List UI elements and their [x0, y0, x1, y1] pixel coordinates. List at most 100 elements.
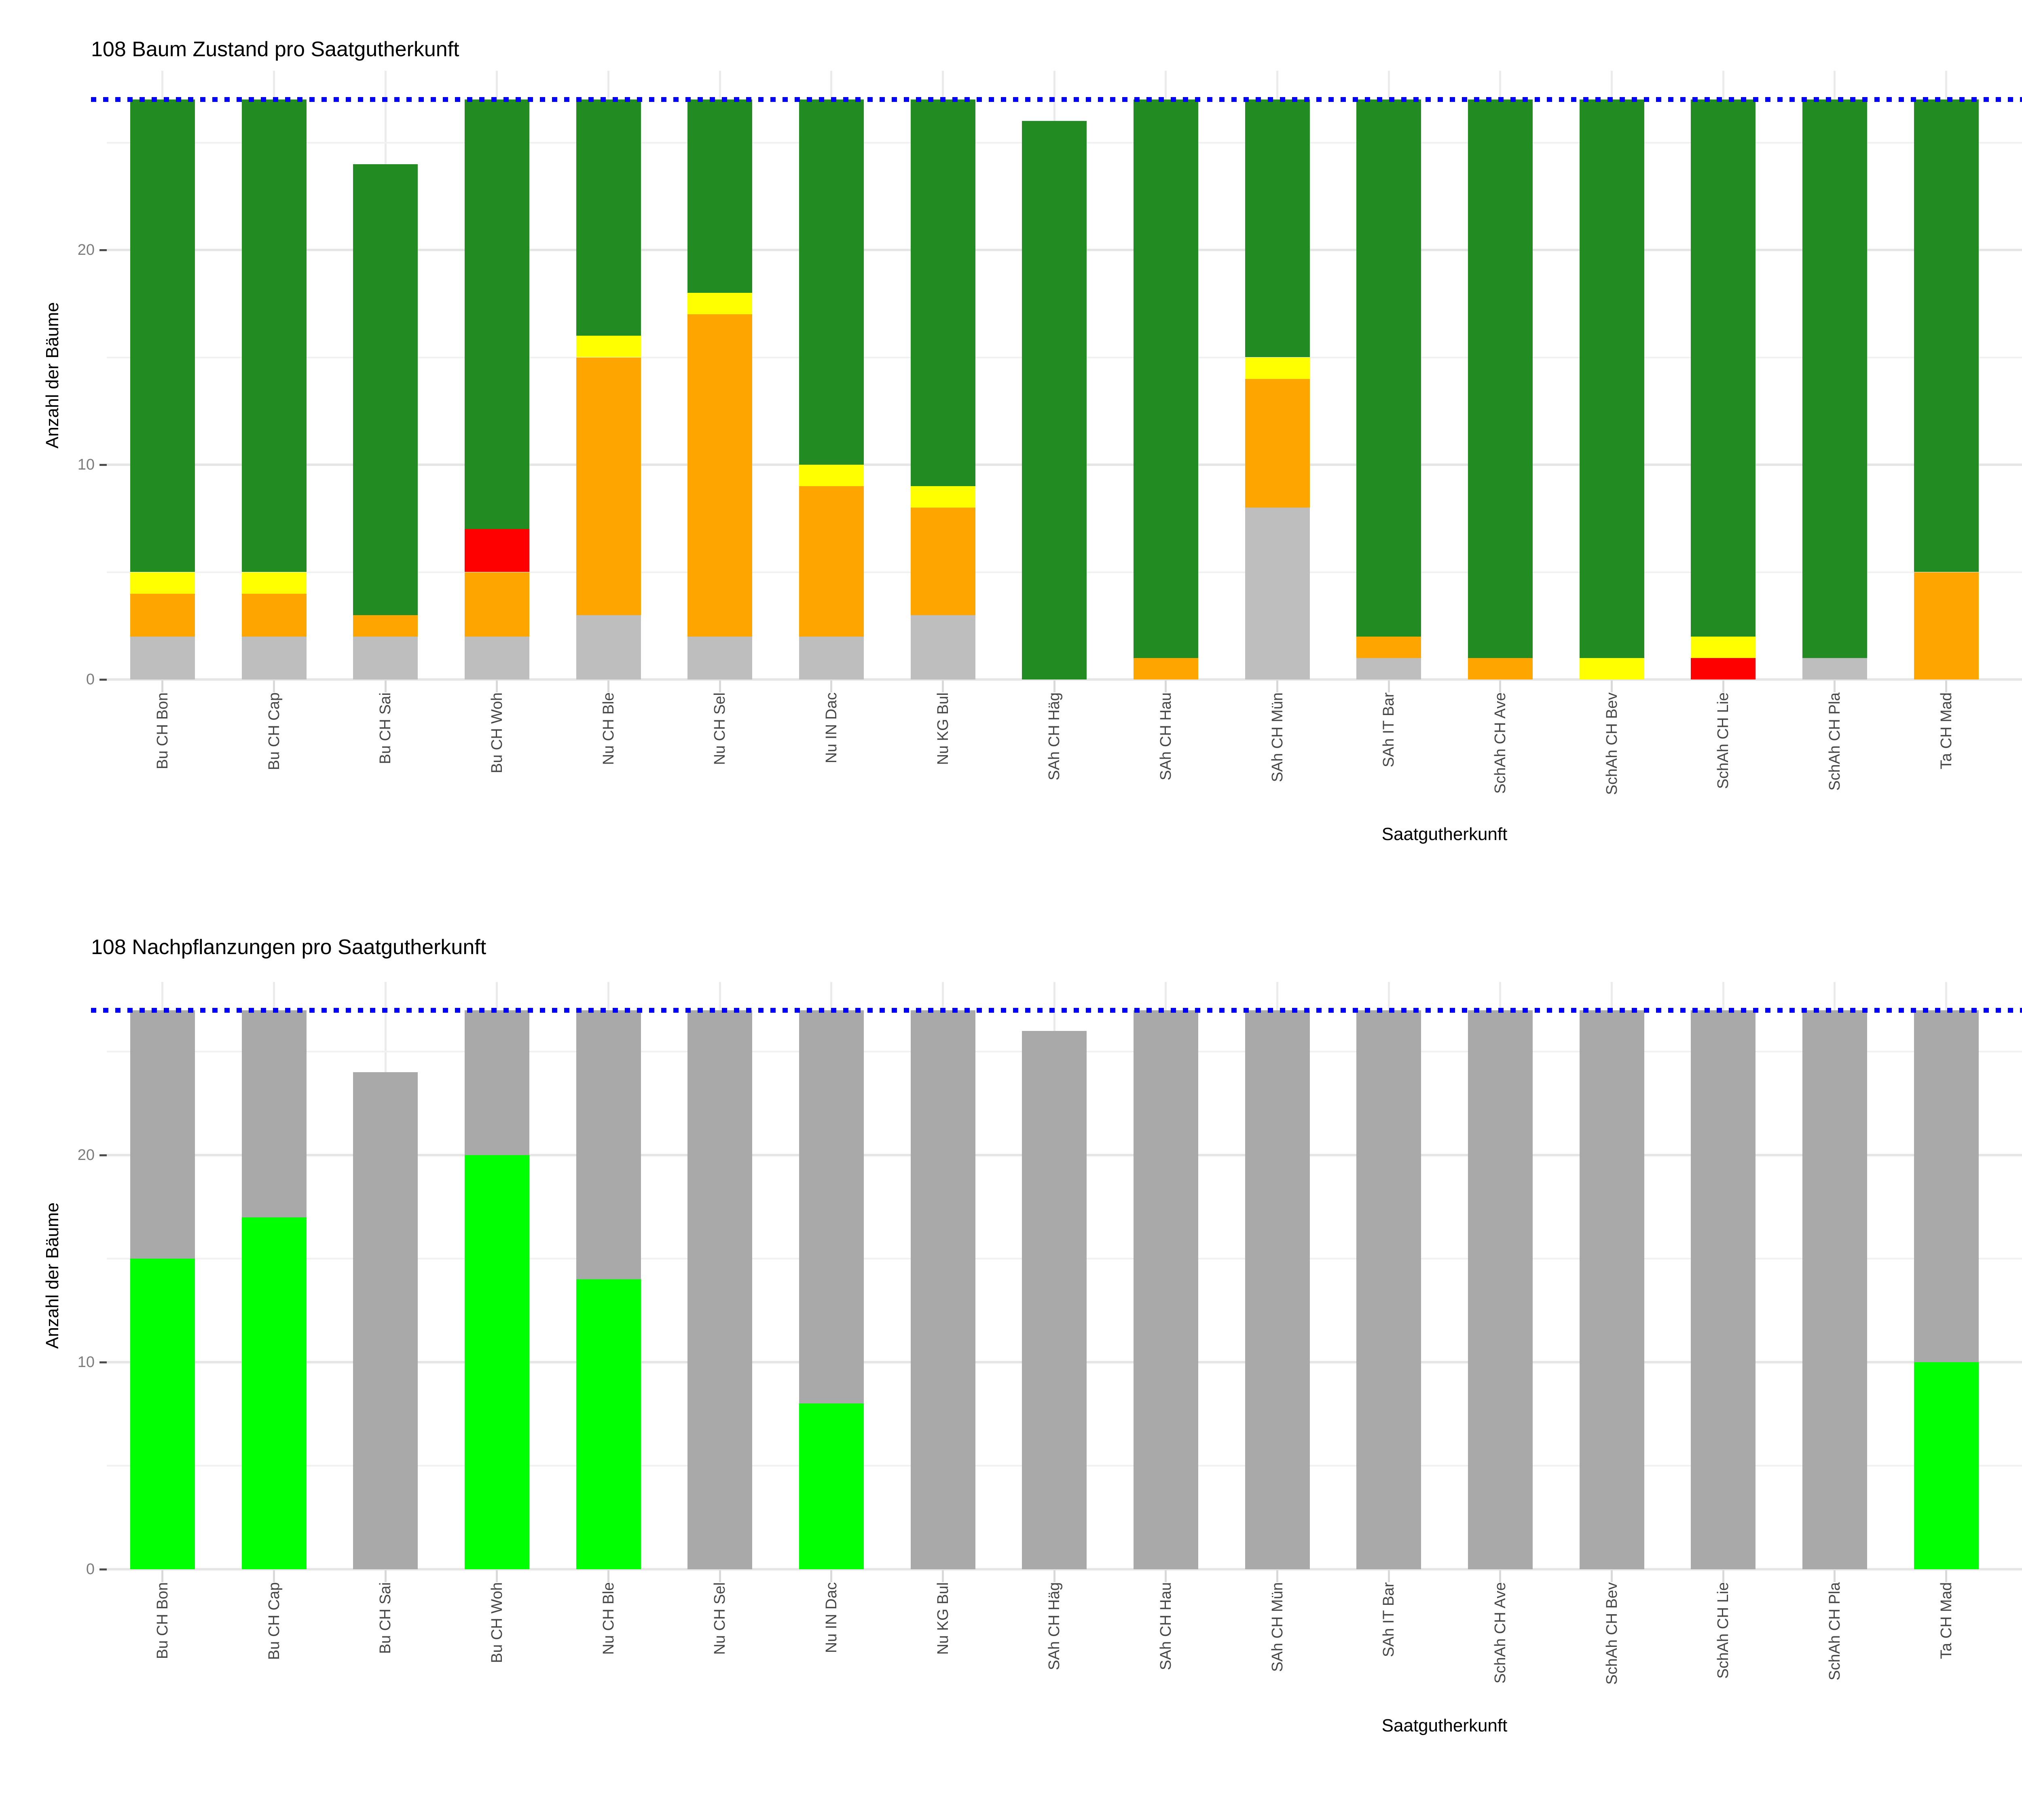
- bar-segment: [1802, 658, 1867, 679]
- x-category-label: Nu CH Ble: [600, 1582, 617, 1655]
- y-tick-label: 20: [77, 1147, 95, 1164]
- bar-segment: [576, 99, 641, 336]
- bar-segment: [576, 1010, 641, 1280]
- x-axis-tick: [496, 1570, 498, 1582]
- x-axis-tick: [496, 680, 498, 692]
- y-axis-tick: [99, 463, 107, 466]
- x-axis-tick: [384, 1570, 387, 1582]
- x-category-label: Bu CH Cap: [265, 1582, 283, 1660]
- bar-segment: [1691, 1010, 1756, 1569]
- bar-segment: [464, 636, 529, 679]
- x-axis-tick: [1945, 680, 1947, 692]
- bar-segment: [1245, 99, 1310, 358]
- x-category-label: SchAh CH Ave: [1491, 1582, 1509, 1684]
- bar-segment: [1802, 1010, 1867, 1569]
- x-axis-tick: [719, 680, 721, 692]
- bar-segment: [1356, 99, 1421, 637]
- bar-segment: [241, 572, 307, 594]
- bar-segment: [353, 615, 418, 637]
- x-axis-tick: [1722, 680, 1724, 692]
- chart-title: 108 Baum Zustand pro Saatgutherkunft: [91, 38, 459, 61]
- bar-segment: [576, 615, 641, 679]
- x-axis-tick: [1611, 680, 1613, 692]
- bar-segment: [353, 1072, 418, 1569]
- x-axis-tick: [273, 1570, 275, 1582]
- bar-segment: [1691, 99, 1756, 637]
- x-axis-tick: [1499, 680, 1502, 692]
- bar-segment: [910, 615, 975, 679]
- x-category-label: Nu KG Bul: [934, 1582, 952, 1655]
- x-axis-tick: [830, 680, 833, 692]
- bar-segment: [353, 164, 418, 615]
- bar-segment: [464, 1155, 529, 1569]
- bar-segment: [1914, 572, 1979, 679]
- x-axis-tick: [1053, 1570, 1055, 1582]
- bar-segment: [799, 1403, 864, 1569]
- bar-segment: [910, 1010, 975, 1569]
- bar-segment: [799, 99, 864, 465]
- y-axis-tick: [99, 678, 107, 681]
- bar-segment: [576, 336, 641, 358]
- x-category-label: Bu CH Sai: [377, 1582, 394, 1654]
- x-category-label: Nu IN Dac: [823, 1582, 840, 1653]
- bar-segment: [353, 636, 418, 679]
- x-axis-tick: [830, 1570, 833, 1582]
- x-category-label: Nu CH Sel: [711, 1582, 729, 1655]
- bar-segment: [241, 593, 307, 637]
- x-category-label: SchAh CH Bev: [1603, 1582, 1620, 1685]
- y-tick-label: 20: [77, 241, 95, 258]
- y-tick-label: 10: [77, 456, 95, 473]
- bar-segment: [1356, 658, 1421, 679]
- bar-segment: [799, 636, 864, 679]
- reference-line: [91, 97, 2022, 102]
- x-axis-tick: [1387, 680, 1390, 692]
- bar-segment: [687, 636, 753, 679]
- bar-segment: [910, 99, 975, 487]
- bar-segment: [1245, 508, 1310, 679]
- bar-segment: [1691, 658, 1756, 679]
- x-category-label: SAh CH Hau: [1157, 1582, 1174, 1670]
- x-axis-tick: [1945, 1570, 1947, 1582]
- y-axis-tick: [99, 1568, 107, 1570]
- x-axis-tick: [942, 680, 944, 692]
- bar-segment: [1022, 121, 1087, 679]
- reference-line: [91, 1007, 2022, 1013]
- bar-segment: [130, 593, 195, 637]
- x-axis-title: Saatgutherkunft: [1381, 1716, 1508, 1735]
- x-category-label: Ta CH Mad: [1937, 1582, 1955, 1659]
- bar-segment: [1245, 379, 1310, 508]
- bar-segment: [464, 99, 529, 529]
- x-axis-tick: [161, 1570, 164, 1582]
- y-tick-label: 10: [77, 1354, 95, 1371]
- bar-segment: [799, 486, 864, 637]
- x-axis-tick: [1165, 1570, 1167, 1582]
- bar-segment: [910, 486, 975, 508]
- bar-segment: [1579, 658, 1644, 679]
- x-axis-tick: [1834, 1570, 1836, 1582]
- x-axis-tick: [942, 1570, 944, 1582]
- bar-segment: [1579, 99, 1644, 658]
- x-axis-tick: [1053, 680, 1055, 692]
- bar-segment: [464, 1010, 529, 1155]
- bar-segment: [687, 314, 753, 637]
- bar-segment: [241, 99, 307, 572]
- bar-segment: [1468, 658, 1533, 679]
- bar-segment: [1579, 1010, 1644, 1569]
- bar-segment: [1468, 1010, 1533, 1569]
- bar-segment: [1133, 1010, 1198, 1569]
- y-tick-label: 0: [86, 671, 95, 688]
- bar-segment: [1914, 99, 1979, 572]
- x-category-label: SchAh CH Pla: [1826, 1582, 1843, 1680]
- bar-segment: [687, 1010, 753, 1569]
- y-axis-title: Anzahl der Bäume: [42, 1202, 62, 1349]
- bar-segment: [1914, 1362, 1979, 1569]
- bar-segment: [130, 1259, 195, 1569]
- x-axis-tick: [719, 1570, 721, 1582]
- x-axis-tick: [1276, 680, 1278, 692]
- x-axis-tick: [161, 680, 164, 692]
- bar-segment: [130, 1010, 195, 1259]
- x-axis-tick: [607, 1570, 609, 1582]
- bar-segment: [687, 293, 753, 315]
- bar-segment: [1802, 99, 1867, 658]
- x-category-label: SAh IT Bar: [1380, 1582, 1398, 1657]
